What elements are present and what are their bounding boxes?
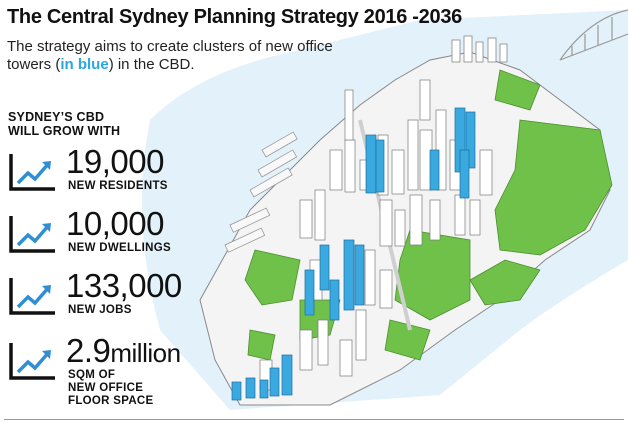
stat-office-space: 2.9million SQM OF NEW OFFICE FLOOR SPACE (8, 333, 248, 407)
wharves (224, 131, 298, 253)
stat-value: 2.9million (66, 332, 181, 369)
harbour-bridge (559, 9, 628, 61)
stat-dwellings: 10,000 NEW DWELLINGS (8, 206, 248, 262)
stat-value: 19,000 (66, 143, 164, 180)
page-title: The Central Sydney Planning Strategy 201… (7, 6, 462, 28)
stat-label: NEW RESIDENTS (68, 180, 168, 192)
stat-residents: 19,000 NEW RESIDENTS (8, 144, 248, 200)
subtitle-text-before: The strategy aims to create clusters of … (7, 38, 333, 73)
growth-heading-line2: WILL GROW WITH (8, 124, 121, 138)
stat-value: 133,000 (66, 267, 182, 304)
growth-chart-icon (9, 278, 55, 315)
growth-chart-icon (9, 343, 55, 380)
new-office-towers (231, 107, 476, 401)
stat-label: SQM OF NEW OFFICE FLOOR SPACE (68, 369, 154, 407)
north-shore-towers (451, 35, 508, 63)
growth-chart-icon (9, 154, 55, 191)
stat-label: NEW DWELLINGS (68, 242, 171, 254)
stat-label: NEW JOBS (68, 304, 132, 316)
stat-jobs: 133,000 NEW JOBS (8, 268, 248, 324)
stat-value: 10,000 (66, 205, 164, 242)
growth-heading-line1: SYDNEY’S CBD (8, 110, 105, 124)
growth-chart-icon (9, 216, 55, 253)
bottom-divider (4, 419, 624, 420)
subtitle: The strategy aims to create clusters of … (7, 38, 337, 74)
subtitle-text-after: ) in the CBD. (108, 56, 195, 73)
subtitle-highlight: in blue (60, 56, 109, 73)
growth-heading: SYDNEY’S CBD WILL GROW WITH (8, 110, 120, 138)
